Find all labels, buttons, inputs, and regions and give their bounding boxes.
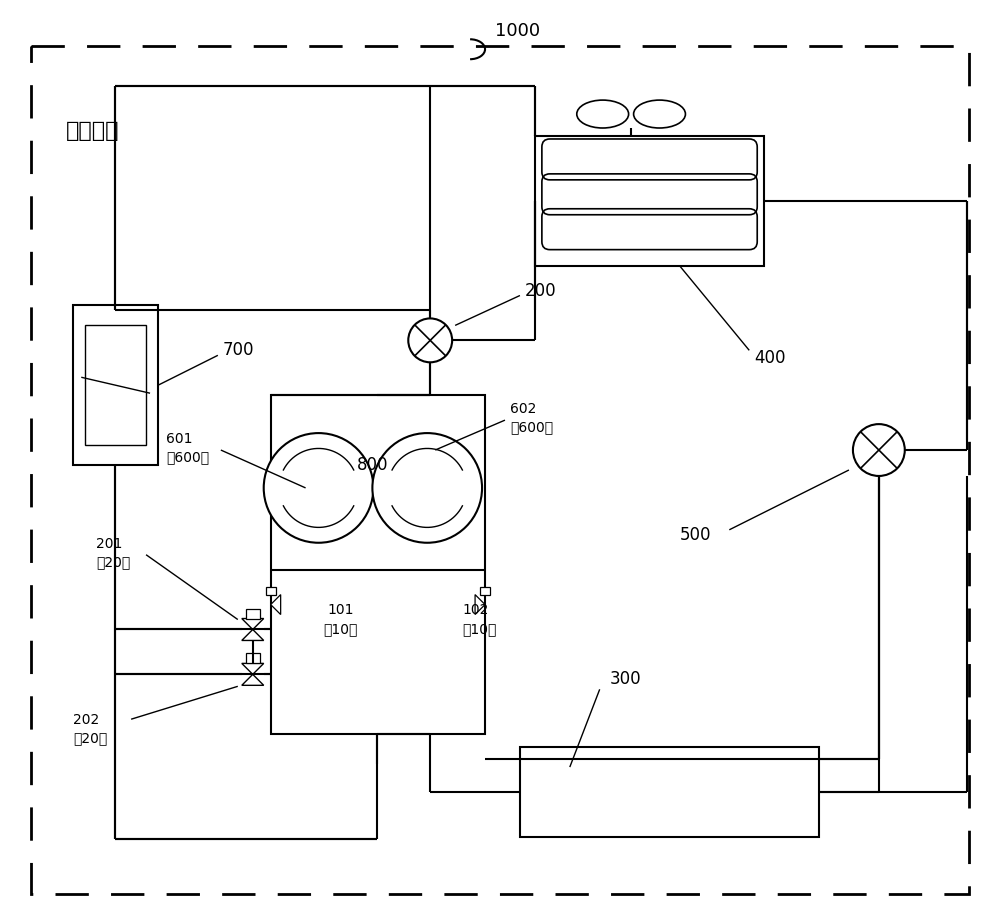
Polygon shape — [242, 675, 264, 685]
Polygon shape — [475, 594, 485, 615]
Text: 300: 300 — [610, 670, 641, 689]
Text: 201
（20）: 201 （20） — [96, 536, 130, 569]
Bar — [271, 395, 485, 734]
Bar — [266, 587, 276, 594]
Bar — [480, 587, 490, 594]
Polygon shape — [242, 618, 264, 629]
Text: 800: 800 — [357, 456, 388, 474]
Bar — [535, 136, 764, 266]
Text: 700: 700 — [223, 342, 254, 359]
Circle shape — [264, 433, 373, 543]
Circle shape — [408, 318, 452, 363]
Bar — [73, 306, 158, 465]
Text: 102
（10）: 102 （10） — [462, 604, 496, 636]
Polygon shape — [242, 664, 264, 675]
Text: 空调机组: 空调机组 — [66, 121, 120, 141]
Bar — [520, 747, 819, 837]
Polygon shape — [271, 594, 281, 615]
Bar — [246, 608, 260, 618]
Text: 200: 200 — [525, 282, 557, 300]
Circle shape — [372, 433, 482, 543]
Text: 601
（600）: 601 （600） — [166, 432, 209, 464]
Text: 500: 500 — [679, 526, 711, 544]
Text: 1000: 1000 — [495, 22, 540, 41]
Text: 202
（20）: 202 （20） — [73, 713, 108, 746]
Text: 101
（10）: 101 （10） — [323, 604, 358, 636]
Bar — [246, 653, 260, 664]
Polygon shape — [242, 629, 264, 641]
Text: 400: 400 — [754, 349, 786, 367]
Bar — [85, 326, 146, 445]
Text: 602
（600）: 602 （600） — [510, 402, 553, 435]
Circle shape — [853, 424, 905, 476]
